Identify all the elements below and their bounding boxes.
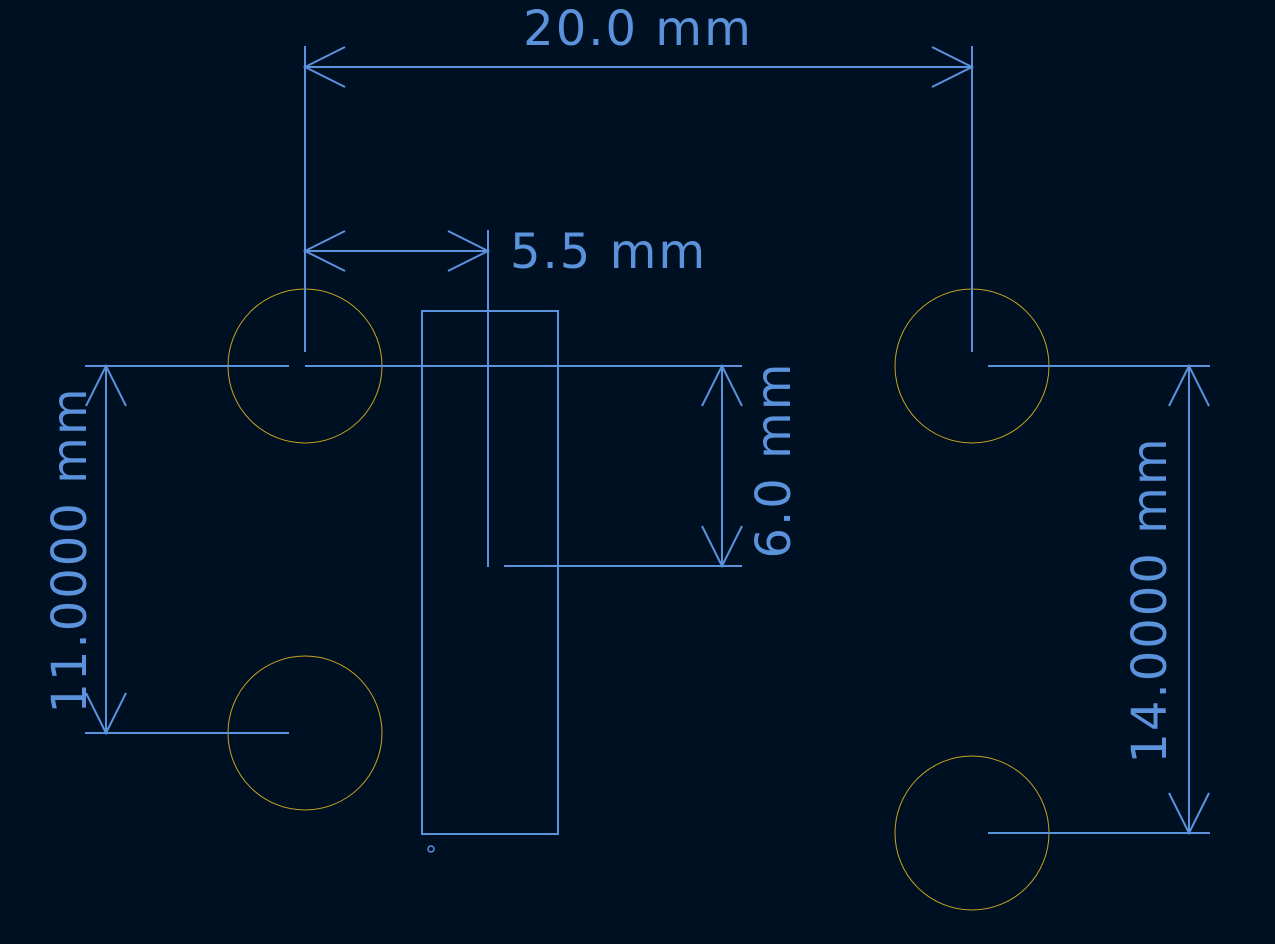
dimension-left-height-label: 11.0000 mm <box>42 386 98 713</box>
pin-one-marker <box>427 845 435 853</box>
dimension-offset-label: 5.5 mm <box>510 224 707 280</box>
dimension-right-short-label: 6.0 mm <box>746 361 802 558</box>
dimension-right-height-label: 14.0000 mm <box>1122 436 1178 763</box>
dimension-left-height <box>85 363 289 736</box>
component-body <box>421 310 559 835</box>
dimension-top-width-label: 20.0 mm <box>523 1 753 57</box>
dimension-offset <box>302 230 491 567</box>
dimension-right-short <box>504 363 743 569</box>
dimension-top-width <box>302 46 975 352</box>
dimension-right-height <box>988 363 1210 836</box>
